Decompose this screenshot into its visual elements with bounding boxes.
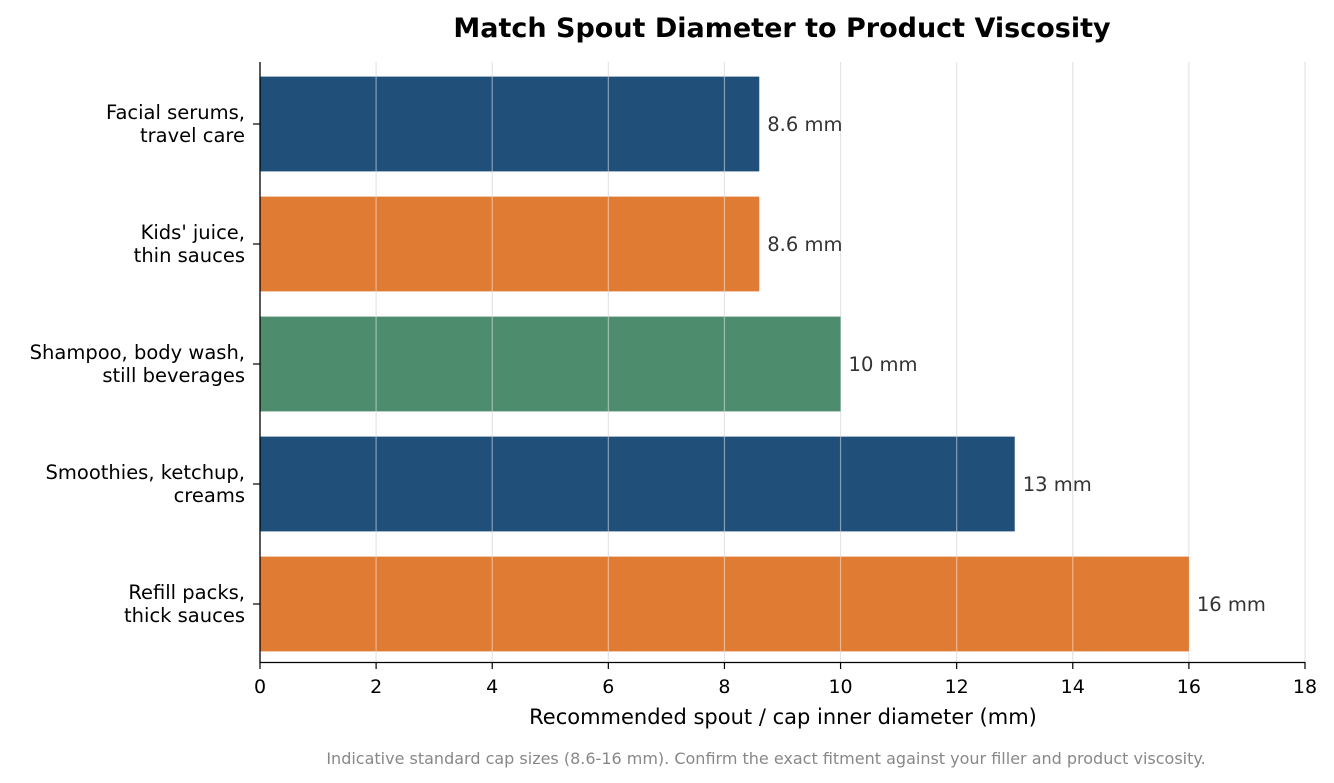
data-label: 10 mm	[849, 353, 918, 376]
bar	[260, 76, 760, 172]
category-labels: Facial serums, travel care Kids' juice, thi…	[30, 101, 260, 627]
data-label: 8.6 mm	[767, 233, 842, 256]
data-label: 8.6 mm	[767, 113, 842, 136]
x-tick-label: 18	[1293, 676, 1317, 698]
chart-title: Match Spout Diameter to Product Viscosit…	[453, 13, 1111, 44]
x-tick-label: 12	[945, 676, 969, 698]
x-tick-label: 10	[828, 676, 852, 698]
x-tick-label: 16	[1177, 676, 1201, 698]
x-tick-label: 2	[370, 676, 382, 698]
data-labels: 8.6 mm 8.6 mm 10 mm 13 mm 16 mm	[767, 113, 1266, 616]
category-label: Shampoo, body wash, still beverages	[30, 341, 245, 387]
category-label: Facial serums, travel care	[106, 101, 245, 147]
bar	[260, 196, 760, 292]
x-tick-label: 8	[718, 676, 730, 698]
x-ticks: 0 2 4 6 8 10 12 14 16 18	[254, 662, 1317, 698]
x-tick-label: 14	[1061, 676, 1085, 698]
axes	[259, 62, 1305, 664]
x-axis-label: Recommended spout / cap inner diameter (…	[529, 705, 1037, 729]
bar	[260, 436, 1015, 532]
data-label: 13 mm	[1023, 473, 1092, 496]
bar	[260, 556, 1189, 652]
x-tick-label: 4	[486, 676, 498, 698]
category-label: Refill packs, thick sauces	[124, 581, 245, 627]
x-tick-label: 6	[602, 676, 614, 698]
bars	[260, 76, 1189, 652]
footnote: Indicative standard cap sizes (8.6-16 mm…	[326, 749, 1205, 768]
category-label: Kids' juice, thin sauces	[134, 221, 245, 267]
data-label: 16 mm	[1197, 593, 1266, 616]
category-label: Smoothies, ketchup, creams	[46, 461, 245, 507]
x-tick-label: 0	[254, 676, 266, 698]
bar	[260, 316, 841, 412]
